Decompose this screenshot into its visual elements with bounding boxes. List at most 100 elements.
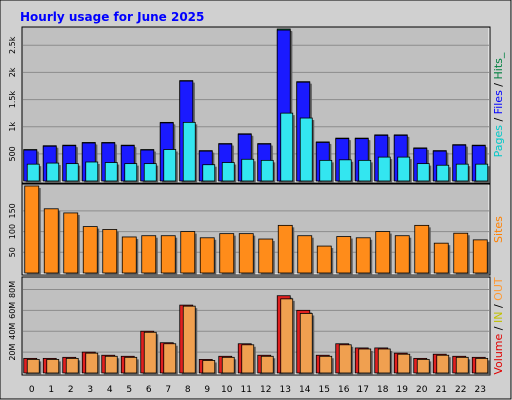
x-tick-label: 7 [165,385,171,395]
bar-out-16 [338,344,354,375]
bar-sites-16 [336,236,353,275]
legend-entry: Pages [492,125,505,158]
bar-sites-7 [160,235,178,275]
bar-pages-9 [202,164,217,183]
panel-sites: 50 100 150 Sites [8,183,505,276]
bar-pages-8 [182,121,198,183]
bar-sites-21 [433,242,451,275]
bar-out-11 [241,344,256,375]
y-tick-label: 50 [8,247,17,257]
legend-entry: IN [492,312,505,323]
x-tick-label: 9 [204,385,210,395]
x-tick-label: 17 [358,385,369,395]
x-tick-label: 8 [185,385,191,395]
bar-sites-6 [141,235,158,275]
bar-sites-5 [121,236,139,275]
bar-sites-19 [394,235,412,275]
bar-pages-20 [416,163,432,183]
x-tick-label: 11 [241,385,252,395]
bar-out-5 [124,356,139,375]
bar-sites-3 [82,226,100,275]
bar-pages-21 [436,164,451,183]
bar-out-17 [358,348,373,375]
y-tick-label: 2k [8,67,17,77]
bar-out-9 [202,360,217,375]
x-tick-label: 10 [221,385,233,395]
series-sites [24,185,490,275]
bar-pages-10 [221,162,237,183]
x-tick-label: 12 [260,385,271,395]
bar-pages-15 [319,159,334,183]
x-tick-label: 19 [397,385,409,395]
bar-pages-18 [377,156,393,183]
y-tick-label: 1k [8,121,17,131]
bar-sites-14 [297,235,314,275]
bar-out-0 [26,359,42,375]
x-tick-label: 3 [87,385,93,395]
x-tick-label: 6 [146,385,152,395]
x-tick-label: 0 [29,385,35,395]
x-tick-label: 15 [319,385,330,395]
bar-sites-15 [316,245,334,275]
chart-title: Hourly usage for June 2025 [20,10,204,24]
bar-out-10 [221,356,237,375]
y-tick-label: 2.5k [8,36,17,54]
y-tick-label: 20M [8,343,17,360]
bar-sites-20 [414,224,431,275]
bar-out-21 [436,354,451,375]
y-tick-label: 500 [8,146,17,161]
bar-out-23 [475,357,490,375]
bar-out-8 [182,305,198,375]
bar-pages-23 [475,163,490,183]
bar-out-22 [455,356,471,375]
bar-out-12 [260,355,276,375]
y-tick-label: 40M [8,323,17,340]
bar-pages-14 [299,117,315,183]
x-tick-label: 20 [416,385,428,395]
bar-sites-11 [238,233,256,275]
legend-sites: Sites [492,216,505,243]
x-tick-label: 14 [299,385,311,395]
bar-pages-12 [260,159,276,183]
bar-pages-11 [241,158,256,183]
legend-entry: / [492,301,505,312]
bar-out-4 [104,355,120,375]
x-tick-label: 5 [126,385,132,395]
bar-pages-19 [397,156,412,183]
legend-entry: Files [492,90,505,114]
bar-pages-16 [338,159,354,183]
bar-sites-18 [375,231,392,275]
panel-hits: 500 1k 1.5k 2k 2.5k Pages / Files / Hits_ [8,26,505,184]
bar-out-2 [65,357,81,375]
bar-out-18 [377,348,393,375]
bar-sites-0 [24,185,41,275]
bar-sites-4 [102,229,119,275]
panel-volume: 20M 40M 60M 80M Volume / IN / OUT [8,276,505,376]
bar-out-20 [416,359,432,375]
bar-pages-1 [46,162,61,183]
series-pages [26,112,490,183]
bar-out-13 [280,298,295,375]
bar-out-3 [85,352,100,375]
bar-sites-17 [355,237,373,275]
bar-pages-13 [280,112,295,183]
legend-entry: OUT [492,277,505,301]
legend-entry: / [492,79,505,90]
bar-pages-22 [455,163,471,183]
bar-sites-8 [180,231,197,275]
bar-sites-2 [63,212,80,275]
series-out [26,298,490,375]
y-tick-label: 100 [8,224,17,239]
bar-pages-5 [124,163,139,183]
legend-entry: Sites [492,216,505,243]
x-tick-label: 23 [475,385,486,395]
bar-sites-9 [199,237,217,275]
x-tick-label: 22 [455,385,466,395]
bar-pages-6 [143,163,159,183]
bar-out-7 [163,343,178,375]
bar-sites-23 [472,239,490,275]
legend-entry: / [492,114,505,125]
bar-pages-3 [85,161,100,183]
legend-volume: Volume / IN / OUT [492,277,505,375]
